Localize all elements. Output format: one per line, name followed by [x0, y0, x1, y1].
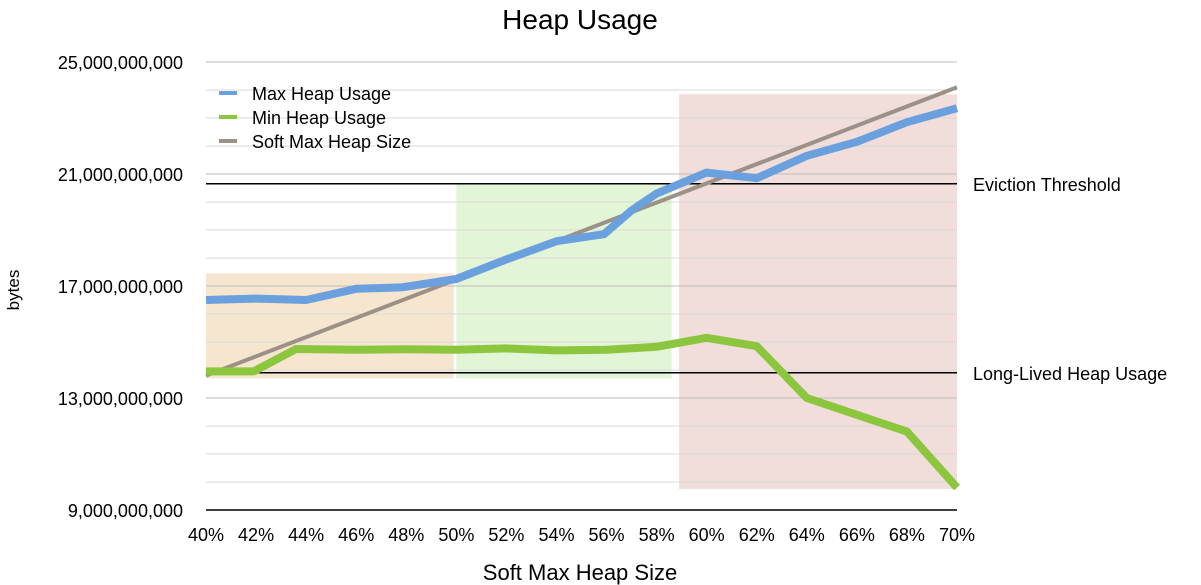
x-tick-label: 44%: [288, 525, 324, 545]
shaded-regions: [206, 94, 957, 489]
x-tick-label: 68%: [889, 525, 925, 545]
series-line-min-heap-usage: [206, 333, 960, 491]
x-tick-label: 50%: [438, 525, 474, 545]
series-line-max-heap-usage: [205, 104, 959, 304]
x-axis-label: Soft Max Heap Size: [483, 560, 677, 585]
x-tick-label: 42%: [238, 525, 274, 545]
reference-line-label: Eviction Threshold: [973, 175, 1121, 195]
legend-label: Min Heap Usage: [252, 108, 386, 128]
x-tick-label: 48%: [388, 525, 424, 545]
legend-label: Soft Max Heap Size: [252, 132, 411, 152]
x-tick-label: 58%: [639, 525, 675, 545]
data-series: [205, 85, 960, 491]
y-tick-label: 13,000,000,000: [58, 389, 183, 409]
chart-title: Heap Usage: [502, 4, 658, 35]
series-line-soft-max-heap-size: [205, 85, 958, 378]
x-tick-label: 40%: [188, 525, 224, 545]
shaded-region-3: [679, 94, 957, 489]
y-tick-label: 9,000,000,000: [68, 501, 183, 521]
y-tick-label: 21,000,000,000: [58, 165, 183, 185]
x-tick-label: 70%: [939, 525, 975, 545]
x-tick-label: 52%: [488, 525, 524, 545]
legend-label: Max Heap Usage: [252, 84, 391, 104]
x-tick-label: 60%: [689, 525, 725, 545]
reference-line-labels: Eviction Threshold Long-Lived Heap Usage: [973, 175, 1167, 384]
x-tick-label: 66%: [839, 525, 875, 545]
y-tick-label: 17,000,000,000: [58, 277, 183, 297]
x-tick-label: 64%: [789, 525, 825, 545]
y-tick-label: 25,000,000,000: [58, 53, 183, 73]
y-axis-tick-labels: 25,000,000,000 21,000,000,000 17,000,000,0…: [58, 53, 183, 521]
reference-line-label: Long-Lived Heap Usage: [973, 364, 1167, 384]
x-axis-tick-labels: 40% 42% 44% 46% 48% 50% 52% 54% 56% 58% 60% 62% 64% 6…: [188, 525, 975, 545]
x-tick-label: 54%: [538, 525, 574, 545]
x-tick-label: 56%: [589, 525, 625, 545]
reference-lines: [206, 183, 957, 374]
y-axis-label: bytes: [4, 270, 23, 311]
x-tick-label: 62%: [739, 525, 775, 545]
legend: Max Heap Usage Min Heap Usage Soft Max Hea…: [219, 84, 411, 152]
x-tick-label: 46%: [338, 525, 374, 545]
